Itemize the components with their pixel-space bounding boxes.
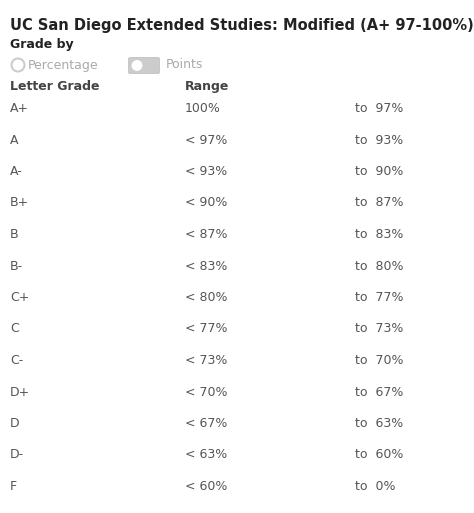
Text: < 70%: < 70% xyxy=(185,385,228,399)
Text: to  70%: to 70% xyxy=(355,354,403,367)
Text: B: B xyxy=(10,228,18,241)
Text: to  60%: to 60% xyxy=(355,448,403,462)
Text: C: C xyxy=(10,323,19,336)
Text: Grade by: Grade by xyxy=(10,38,73,51)
Text: A+: A+ xyxy=(10,102,29,115)
Text: A: A xyxy=(10,133,18,147)
Text: to  77%: to 77% xyxy=(355,291,403,304)
FancyBboxPatch shape xyxy=(128,57,159,73)
Text: < 60%: < 60% xyxy=(185,480,228,493)
Circle shape xyxy=(131,60,143,71)
Text: < 87%: < 87% xyxy=(185,228,228,241)
Text: C+: C+ xyxy=(10,291,29,304)
Text: < 63%: < 63% xyxy=(185,448,227,462)
Text: to  87%: to 87% xyxy=(355,196,403,209)
Text: A-: A- xyxy=(10,165,23,178)
Text: < 67%: < 67% xyxy=(185,417,228,430)
Text: to  83%: to 83% xyxy=(355,228,403,241)
Text: 100%: 100% xyxy=(185,102,221,115)
Text: < 97%: < 97% xyxy=(185,133,228,147)
Text: to  63%: to 63% xyxy=(355,417,403,430)
Text: < 83%: < 83% xyxy=(185,260,228,272)
Text: Percentage: Percentage xyxy=(28,58,99,71)
Text: to  0%: to 0% xyxy=(355,480,395,493)
Text: to  90%: to 90% xyxy=(355,165,403,178)
Text: D-: D- xyxy=(10,448,24,462)
Text: Range: Range xyxy=(185,80,229,93)
Text: to  80%: to 80% xyxy=(355,260,403,272)
Text: to  93%: to 93% xyxy=(355,133,403,147)
Text: D+: D+ xyxy=(10,385,30,399)
Text: < 93%: < 93% xyxy=(185,165,227,178)
Text: < 90%: < 90% xyxy=(185,196,228,209)
Text: < 80%: < 80% xyxy=(185,291,228,304)
Text: Letter Grade: Letter Grade xyxy=(10,80,100,93)
Text: to  97%: to 97% xyxy=(355,102,403,115)
Text: B+: B+ xyxy=(10,196,29,209)
Text: D: D xyxy=(10,417,19,430)
Text: C-: C- xyxy=(10,354,23,367)
Circle shape xyxy=(11,58,25,71)
Text: to  67%: to 67% xyxy=(355,385,403,399)
Text: F: F xyxy=(10,480,17,493)
Text: to  73%: to 73% xyxy=(355,323,403,336)
Text: Points: Points xyxy=(166,58,203,71)
Text: B-: B- xyxy=(10,260,23,272)
Text: < 73%: < 73% xyxy=(185,354,228,367)
Text: UC San Diego Extended Studies: Modified (A+ 97-100%): UC San Diego Extended Studies: Modified … xyxy=(10,18,474,33)
Text: < 77%: < 77% xyxy=(185,323,228,336)
